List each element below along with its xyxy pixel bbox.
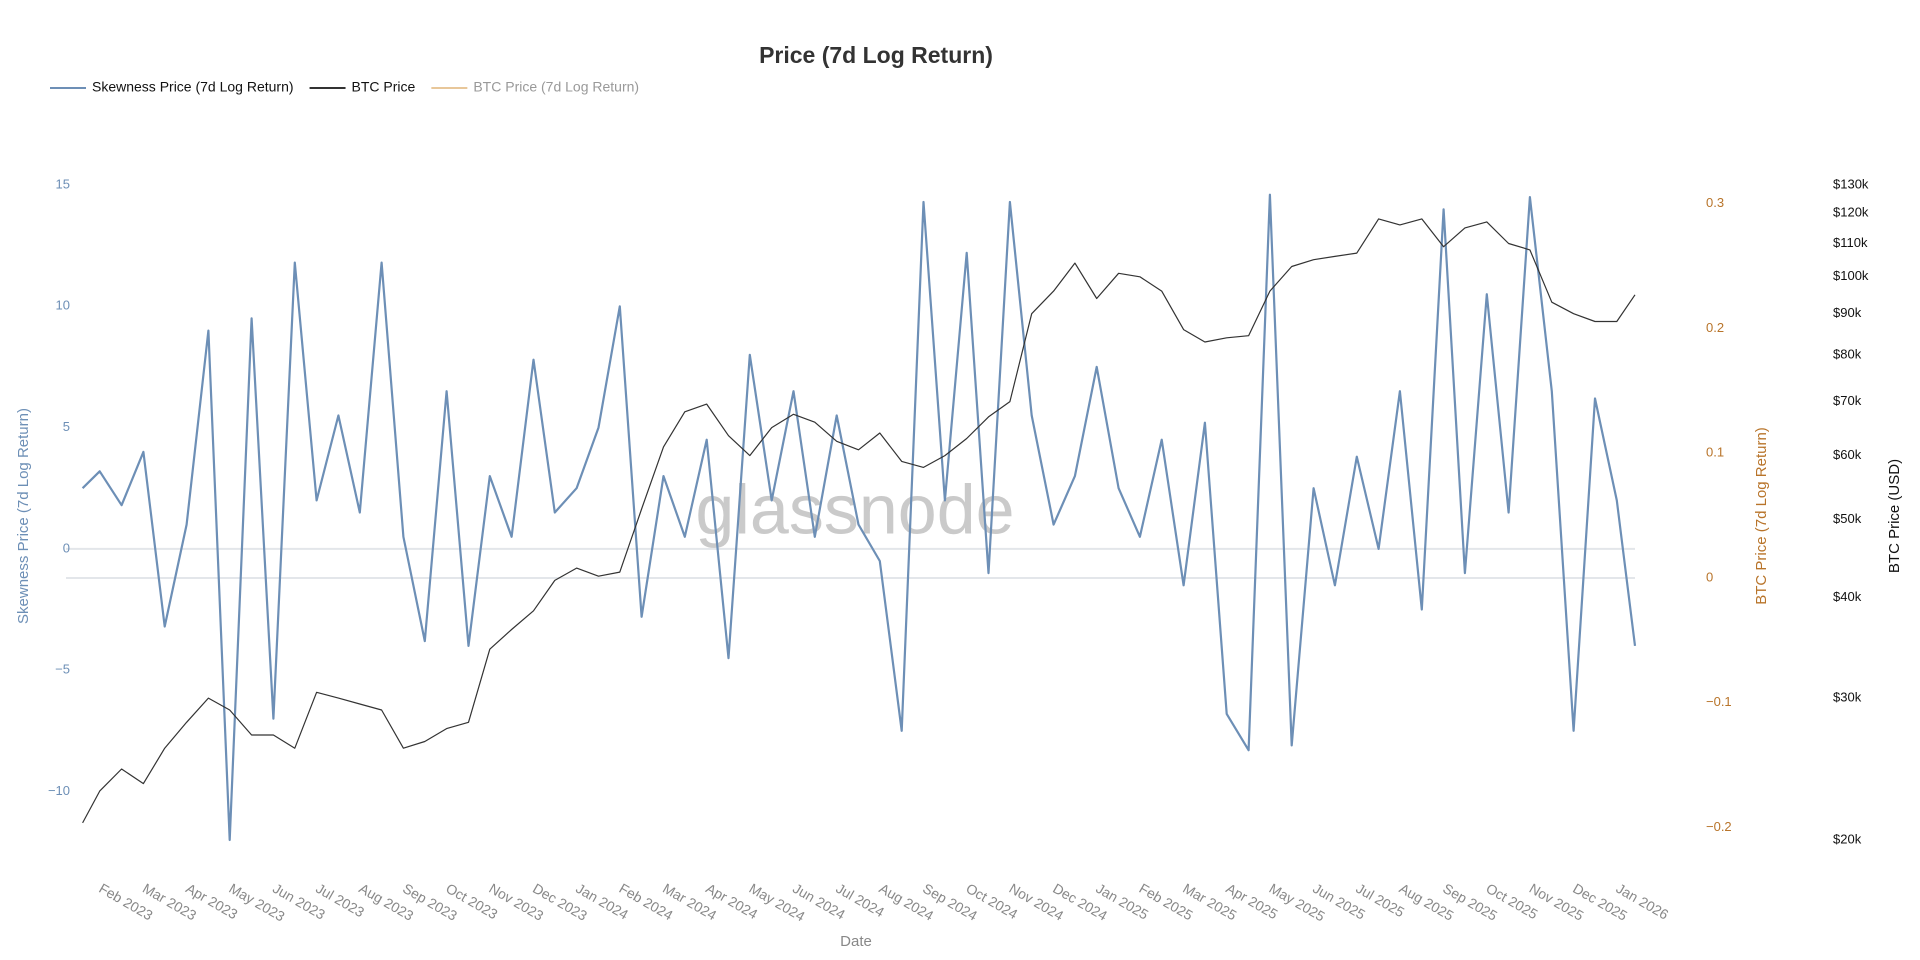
y3-axis-title: BTC Price (USD) [1886,459,1903,573]
legend-label[interactable]: BTC Price (7d Log Return) [473,79,639,95]
y3-tick-label: $20k [1833,831,1862,846]
y-tick-label: −10 [48,783,70,798]
y2-tick-label: −0.1 [1706,694,1732,709]
y-tick-label: 5 [63,419,70,434]
y3-tick-label: $110k [1833,235,1868,250]
y2-tick-label: −0.2 [1706,819,1732,834]
chart-title: Price (7d Log Return) [759,42,993,68]
legend-label[interactable]: Skewness Price (7d Log Return) [92,79,294,95]
y2-tick-label: 0.2 [1706,320,1724,335]
y3-tick-label: $100k [1833,268,1869,283]
y3-tick-label: $80k [1833,346,1862,361]
y-tick-label: 15 [56,176,70,191]
y3-tick-label: $90k [1833,305,1862,320]
y3-tick-label: $50k [1833,511,1862,526]
y2-tick-label: 0.3 [1706,195,1724,210]
y2-axis-title: BTC Price (7d Log Return) [1753,427,1770,605]
y3-tick-label: $30k [1833,690,1862,705]
y-axis-title: Skewness Price (7d Log Return) [15,408,32,624]
y2-tick-label: 0.1 [1706,445,1724,460]
y3-tick-label: $120k [1833,204,1869,219]
legend-label[interactable]: BTC Price [352,79,416,95]
y2-tick-label: 0 [1706,569,1713,584]
y3-tick-label: $60k [1833,447,1862,462]
series-line [82,218,1636,824]
series-line [81,193,1637,842]
y3-tick-label: $40k [1833,589,1862,604]
y-tick-label: −5 [55,662,70,677]
x-axis-title: Date [840,933,872,950]
y-tick-label: 0 [63,540,70,555]
y3-tick-label: $130k [1833,176,1869,191]
y-tick-label: 10 [56,298,70,313]
y3-tick-label: $70k [1833,393,1862,408]
